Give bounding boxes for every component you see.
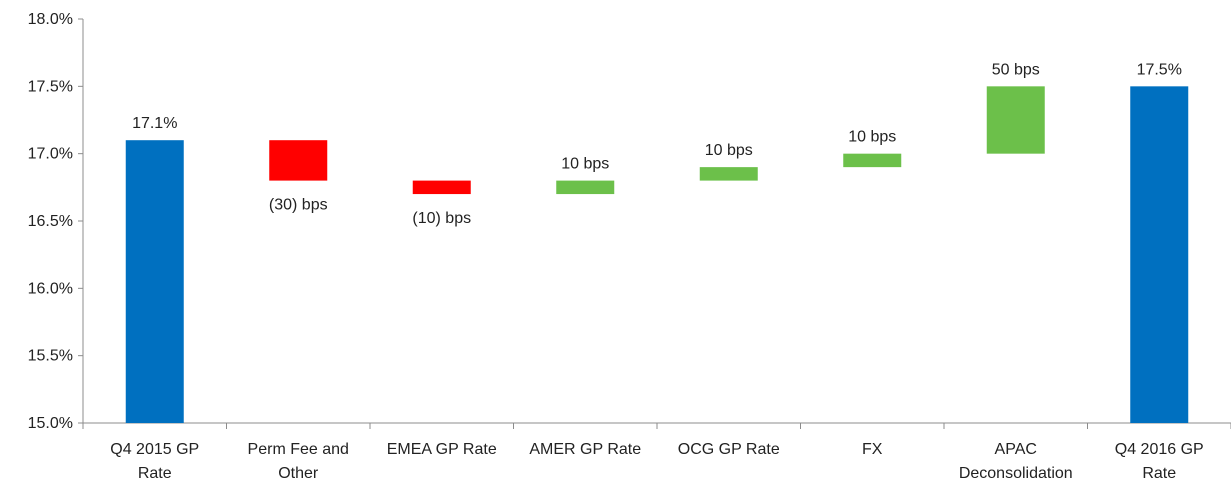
category-label-line: APAC xyxy=(995,441,1037,458)
data-labels: 17.1% (30) bps (10) bps 10 bps 10 bps 10 bps 5… xyxy=(132,61,1182,227)
category-label-line: Other xyxy=(278,465,319,482)
category-label-line: OCG GP Rate xyxy=(678,441,780,458)
category-label-line: Q4 2016 GP xyxy=(1115,441,1204,458)
bar-decrease xyxy=(269,140,328,181)
category-label: Perm Fee and Other xyxy=(248,441,349,482)
y-tick-label: 17.5% xyxy=(28,78,73,95)
category-label-line: Rate xyxy=(1142,465,1176,482)
axes: 15.0% 15.5% 16.0% 16.5% 17.0% 17.5% 18.0% xyxy=(28,11,1231,432)
category-label-line: AMER GP Rate xyxy=(529,441,641,458)
category-label: OCG GP Rate xyxy=(678,441,780,458)
y-tick-label: 15.0% xyxy=(28,415,73,432)
category-label: EMEA GP Rate xyxy=(387,441,497,458)
bar-increase xyxy=(986,86,1045,154)
bar-decrease xyxy=(412,180,471,195)
y-tick-label: 15.5% xyxy=(28,348,73,365)
category-label: APAC Deconsolidation xyxy=(959,441,1073,482)
bar-total xyxy=(1130,86,1189,423)
data-label: 17.1% xyxy=(132,115,177,132)
data-label: (10) bps xyxy=(412,210,471,227)
data-label: 50 bps xyxy=(992,61,1040,78)
bar-increase xyxy=(843,153,902,168)
category-label-line: FX xyxy=(862,441,883,458)
category-label-line: EMEA GP Rate xyxy=(387,441,497,458)
data-label: (30) bps xyxy=(269,197,328,214)
category-label-line: Deconsolidation xyxy=(959,465,1073,482)
category-labels: Q4 2015 GP Rate Perm Fee and Other EMEA GP R… xyxy=(110,441,1203,482)
category-label: AMER GP Rate xyxy=(529,441,641,458)
data-label: 10 bps xyxy=(705,142,753,159)
bars xyxy=(125,86,1189,423)
y-tick-label: 18.0% xyxy=(28,11,73,28)
category-label: Q4 2015 GP Rate xyxy=(110,441,199,482)
y-tick-label: 17.0% xyxy=(28,146,73,163)
data-label: 17.5% xyxy=(1137,61,1182,78)
category-label: Q4 2016 GP Rate xyxy=(1115,441,1204,482)
y-tick-label: 16.0% xyxy=(28,280,73,297)
y-tick-label: 16.5% xyxy=(28,213,73,230)
category-label-line: Q4 2015 GP xyxy=(110,441,199,458)
bar-increase xyxy=(556,180,615,195)
category-label-line: Rate xyxy=(138,465,172,482)
data-label: 10 bps xyxy=(848,129,896,146)
category-label: FX xyxy=(862,441,883,458)
data-label: 10 bps xyxy=(561,156,609,173)
bar-total xyxy=(125,140,184,423)
bar-increase xyxy=(699,167,758,181)
category-label-line: Perm Fee and xyxy=(248,441,349,458)
